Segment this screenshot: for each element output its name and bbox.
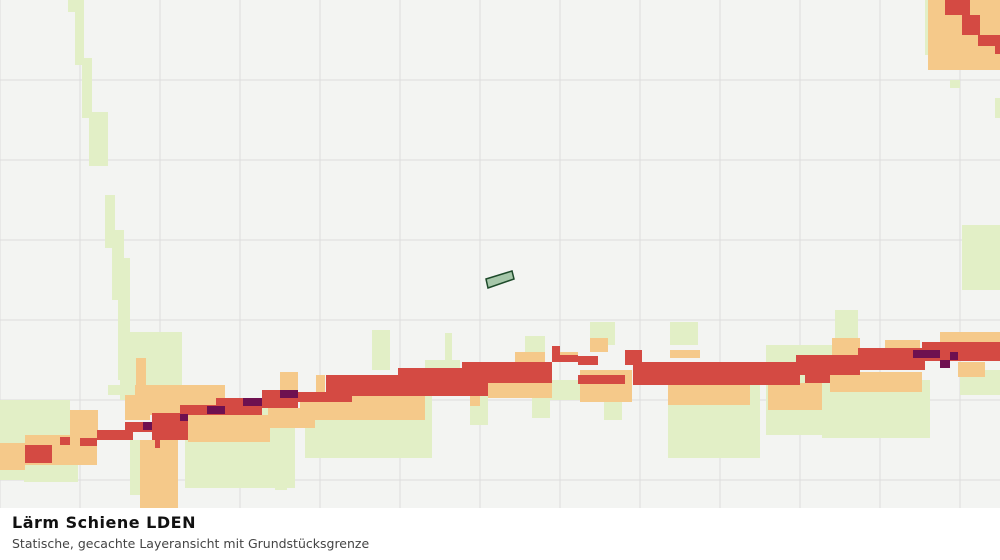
- footer-panel: [0, 508, 1000, 560]
- noise-very-high-zone: [950, 352, 958, 360]
- noise-very-high-zone: [143, 422, 152, 430]
- noise-high-zone: [796, 355, 860, 375]
- noise-low-zone: [835, 310, 858, 340]
- noise-high-zone: [180, 405, 225, 415]
- noise-low-zone: [838, 420, 858, 438]
- noise-low-zone: [550, 380, 580, 400]
- noise-high-zone: [578, 356, 598, 365]
- noise-mid-zone: [958, 362, 985, 377]
- noise-low-zone: [532, 395, 550, 418]
- noise-mid-zone: [70, 410, 98, 440]
- noise-very-high-zone: [243, 398, 262, 406]
- noise-low-zone: [950, 80, 960, 88]
- noise-high-zone: [945, 0, 970, 15]
- noise-layer: [0, 0, 1000, 508]
- noise-mid-zone: [280, 372, 298, 392]
- noise-very-high-zone: [940, 360, 950, 368]
- map-subtitle: Statische, gecachte Layeransicht mit Gru…: [12, 536, 369, 551]
- noise-high-zone: [962, 15, 980, 35]
- noise-low-zone: [275, 470, 287, 490]
- noise-high-zone: [625, 350, 642, 365]
- noise-mid-zone: [136, 358, 146, 388]
- noise-high-zone: [578, 375, 625, 384]
- noise-high-zone: [80, 438, 97, 446]
- noise-mid-zone: [995, 50, 1000, 70]
- noise-mid-zone: [768, 383, 822, 410]
- noise-high-zone: [805, 375, 830, 383]
- noise-low-zone: [604, 400, 622, 420]
- noise-high-zone: [633, 362, 800, 385]
- noise-low-zone: [445, 333, 452, 360]
- noise-low-zone: [670, 322, 698, 345]
- noise-high-zone: [298, 392, 352, 402]
- parcel-boundary: [485, 270, 515, 289]
- noise-high-zone: [560, 355, 578, 362]
- noise-low-zone: [18, 400, 45, 420]
- noise-very-high-zone: [207, 406, 225, 414]
- noise-mid-zone: [670, 350, 700, 358]
- noise-low-zone: [525, 336, 545, 355]
- noise-high-zone: [25, 445, 52, 463]
- noise-mid-zone: [590, 338, 608, 352]
- noise-low-zone: [75, 0, 84, 65]
- noise-very-high-zone: [180, 414, 188, 421]
- noise-mid-zone: [215, 430, 232, 442]
- noise-mid-zone: [940, 332, 1000, 345]
- noise-low-zone: [130, 440, 142, 495]
- noise-low-zone: [675, 440, 693, 458]
- noise-high-zone: [552, 346, 560, 362]
- noise-high-zone: [922, 342, 1000, 361]
- noise-high-zone: [125, 422, 152, 432]
- noise-high-zone: [398, 368, 462, 378]
- noise-high-zone: [995, 46, 1000, 54]
- noise-very-high-zone: [913, 350, 940, 358]
- map-title: Lärm Schiene LDEN: [12, 513, 196, 532]
- noise-low-zone: [24, 460, 78, 482]
- noise-low-zone: [108, 385, 128, 395]
- noise-mid-zone: [832, 338, 860, 355]
- noise-high-zone: [978, 35, 1000, 46]
- noise-high-zone: [60, 437, 70, 445]
- noise-high-zone: [155, 440, 160, 448]
- noise-mid-zone: [830, 372, 922, 392]
- noise-mid-zone: [470, 392, 480, 406]
- noise-low-zone: [105, 195, 115, 248]
- noise-high-zone: [326, 375, 488, 396]
- noise-high-zone: [462, 362, 552, 383]
- noise-low-zone: [995, 98, 1000, 118]
- noise-mid-zone: [140, 440, 178, 508]
- noise-high-zone: [858, 348, 925, 370]
- noise-mid-zone: [515, 352, 545, 362]
- noise-high-zone: [97, 430, 133, 440]
- noise-mid-zone: [580, 370, 632, 402]
- noise-mid-zone: [316, 375, 325, 392]
- noise-low-zone: [372, 330, 390, 370]
- noise-mid-zone: [885, 340, 920, 350]
- noise-very-high-zone: [280, 390, 298, 398]
- noise-mid-zone: [0, 443, 25, 470]
- noise-mid-zone: [488, 380, 552, 398]
- noise-low-zone: [82, 58, 92, 118]
- noise-low-zone: [962, 225, 1000, 290]
- noise-low-zone: [89, 112, 108, 166]
